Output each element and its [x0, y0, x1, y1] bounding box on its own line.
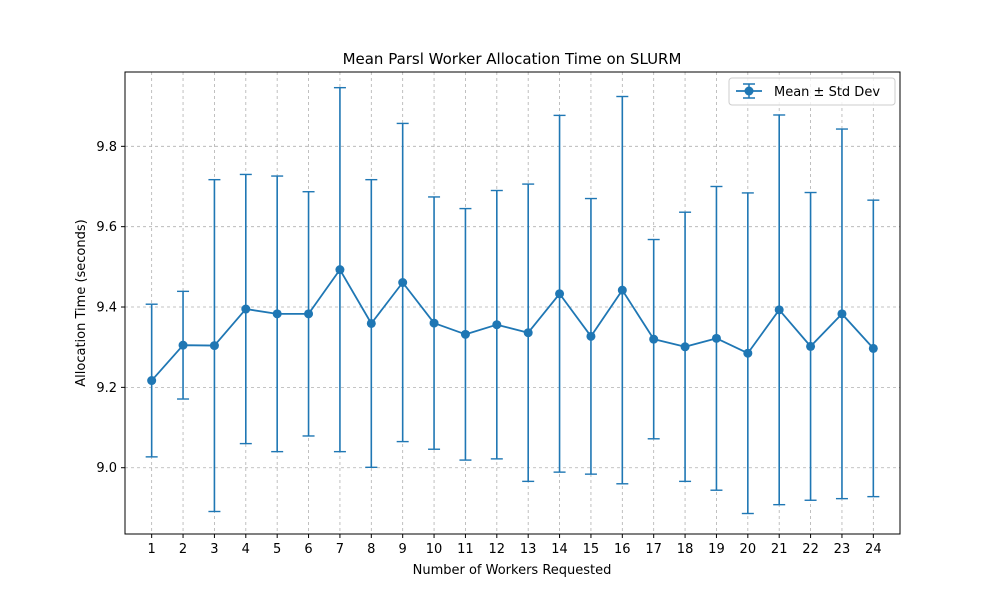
x-tick-label: 20 — [740, 542, 757, 557]
legend: Mean ± Std Dev — [728, 77, 896, 106]
data-point — [272, 309, 282, 319]
data-point — [806, 341, 816, 351]
x-tick-label: 15 — [583, 542, 600, 557]
data-point — [335, 265, 345, 275]
data-point — [711, 333, 721, 343]
x-tick-label: 14 — [551, 542, 568, 557]
error-bars — [145, 86, 880, 515]
legend-label: Mean ± Std Dev — [774, 85, 880, 100]
x-axis-title: Number of Workers Requested — [413, 563, 612, 578]
data-point — [366, 318, 376, 328]
data-point — [586, 331, 596, 341]
y-tick-label: 9.6 — [96, 220, 117, 235]
x-tick-label: 11 — [457, 542, 474, 557]
x-tick-label: 12 — [489, 542, 506, 557]
x-tick-label: 21 — [771, 542, 788, 557]
chart-title: Mean Parsl Worker Allocation Time on SLU… — [343, 50, 682, 68]
x-tick-label: 4 — [242, 542, 250, 557]
y-axis-title: Allocation Time (seconds) — [74, 219, 89, 386]
y-tick-label: 9.0 — [96, 461, 117, 476]
x-tick-label: 2 — [179, 542, 187, 557]
x-tick-label: 17 — [645, 542, 662, 557]
data-point — [837, 309, 847, 319]
data-point — [241, 304, 251, 314]
data-point — [868, 343, 878, 353]
data-point — [743, 348, 753, 358]
y-tick-label: 9.4 — [96, 301, 117, 316]
x-tick-label: 8 — [367, 542, 375, 557]
y-axis-ticks: 9.0 9.2 9.4 9.6 9.8 — [96, 140, 125, 476]
x-tick-label: 22 — [802, 542, 819, 557]
x-tick-label: 6 — [304, 542, 312, 557]
y-tick-label: 9.2 — [96, 381, 117, 396]
data-point — [429, 318, 439, 328]
x-tick-label: 7 — [336, 542, 344, 557]
data-point — [304, 309, 314, 319]
x-tick-label: 3 — [210, 542, 218, 557]
series-line — [150, 268, 874, 382]
y-tick-label: 9.8 — [96, 140, 117, 155]
x-tick-label: 9 — [399, 542, 407, 557]
data-point — [209, 341, 219, 351]
x-tick-label: 16 — [614, 542, 631, 557]
x-axis-ticks: 1 2 3 4 5 6 7 8 9 10 11 12 13 14 15 16 17 18 19 20 21 22 23 24 — [148, 534, 882, 557]
markers — [147, 265, 878, 386]
data-point — [460, 329, 470, 339]
data-point — [492, 320, 502, 330]
data-point — [147, 376, 157, 386]
data-point — [523, 328, 533, 338]
x-tick-label: 1 — [148, 542, 156, 557]
x-tick-label: 24 — [865, 542, 882, 557]
data-point — [398, 278, 408, 288]
data-point — [617, 285, 627, 295]
legend-marker — [744, 86, 754, 96]
data-point — [555, 289, 565, 299]
x-tick-label: 5 — [273, 542, 281, 557]
x-tick-label: 18 — [677, 542, 694, 557]
data-point — [649, 334, 659, 344]
x-tick-label: 23 — [834, 542, 851, 557]
plot-frame — [124, 71, 901, 535]
data-point — [680, 342, 690, 352]
x-tick-label: 10 — [426, 542, 443, 557]
series-line-layer — [150, 268, 874, 382]
x-tick-label: 13 — [520, 542, 537, 557]
x-tick-label: 19 — [708, 542, 725, 557]
legend-box — [728, 77, 896, 106]
data-point — [774, 305, 784, 315]
data-point — [178, 340, 188, 350]
